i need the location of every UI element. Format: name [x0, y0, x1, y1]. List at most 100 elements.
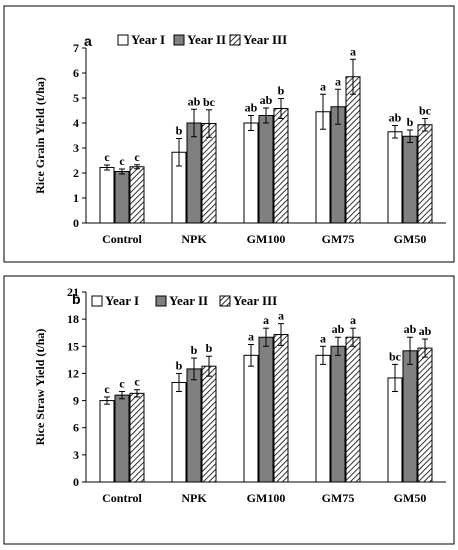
legend-swatch-year-i: [117, 34, 129, 46]
bar-year-i: [315, 354, 331, 483]
significance-label: bc: [203, 95, 216, 109]
y-axis-label: Rice Grain Yield (t/ha): [33, 77, 47, 194]
significance-label: ab: [404, 322, 417, 336]
y-tick-label: 6: [73, 421, 79, 435]
bar-year-ii: [330, 345, 346, 483]
bar-year-iii: [417, 347, 433, 483]
bar-group-npk: bb b: [171, 341, 217, 483]
significance-label: a: [248, 329, 254, 343]
bar-group-gm100: aa a: [243, 309, 289, 483]
legend-label: Year I: [131, 32, 165, 47]
y-tick-label: 7: [73, 41, 79, 55]
legend: Year I Year II Year III: [91, 293, 277, 308]
panel-frame: [3, 5, 455, 263]
x-tick-label: GM100: [247, 232, 286, 246]
significance-label: ab: [260, 93, 273, 107]
bar-year-i: [387, 131, 403, 224]
bar-year-ii: [186, 368, 202, 483]
significance-label: c: [134, 375, 140, 389]
chart-panel-b: 0 3 6 9 12 15 18 21 Rice Straw Yield (t/ha) bc c c C…: [3, 275, 455, 545]
bar-year-iii: [345, 336, 361, 483]
significance-label: a: [263, 313, 269, 327]
y-tick-label: 18: [67, 312, 79, 326]
x-tick-label: NPK: [181, 232, 207, 246]
y-axis-label: Rice Straw Yield (t/ha): [33, 329, 47, 446]
bar-year-ii: [402, 350, 418, 483]
significance-label: bc: [419, 104, 432, 118]
bar-year-ii: [114, 171, 130, 224]
panel-letter: b: [72, 291, 81, 307]
significance-label: ab: [332, 322, 345, 336]
bar-year-iii: [129, 166, 145, 224]
bar-year-i: [243, 122, 259, 224]
significance-label: b: [278, 84, 285, 98]
bar-group-gm50: ab bbc: [387, 104, 433, 224]
y-tick-label: 15: [67, 339, 79, 353]
legend-label: Year II: [187, 32, 226, 47]
y-tick-label: 5: [73, 91, 79, 105]
significance-label: c: [104, 150, 110, 164]
y-tick-label: 0: [73, 216, 79, 230]
bar-year-iii: [345, 76, 361, 224]
legend-label: Year I: [105, 293, 139, 308]
panel-frame: [3, 275, 455, 545]
x-tick-label: GM75: [322, 232, 355, 246]
significance-label: b: [191, 343, 198, 357]
y-tick-label: 3: [73, 448, 79, 462]
significance-label: c: [119, 154, 125, 168]
bar-year-iii: [273, 108, 289, 224]
significance-label: b: [176, 124, 183, 138]
bar-year-ii: [402, 135, 418, 224]
significance-label: bc: [389, 349, 402, 363]
significance-label: a: [350, 44, 356, 58]
bar-year-i: [387, 377, 403, 483]
significance-label: b: [176, 358, 183, 372]
y-tick-label: 21: [67, 285, 79, 299]
bar-year-iii: [201, 365, 217, 483]
legend-swatch-year-iii: [219, 295, 231, 307]
legend-swatch-year-iii: [229, 34, 241, 46]
y-tick-label: 12: [67, 366, 79, 380]
significance-label: a: [278, 309, 284, 323]
legend: Year I Year II Year III: [117, 32, 287, 47]
x-tick-label: NPK: [181, 491, 207, 505]
legend-label: Year III: [243, 32, 287, 47]
bar-year-i: [99, 167, 115, 224]
legend-label: Year II: [169, 293, 208, 308]
y-tick-label: 4: [73, 116, 79, 130]
bar-year-iii: [129, 392, 145, 483]
significance-label: a: [320, 331, 326, 345]
significance-label: a: [350, 313, 356, 327]
significance-label: ab: [188, 94, 201, 108]
significance-label: a: [320, 79, 326, 93]
x-tick-label: Control: [102, 491, 142, 505]
y-tick-label: 6: [73, 66, 79, 80]
y-tick-label: 0: [73, 475, 79, 489]
bar-year-iii: [417, 124, 433, 224]
legend-swatch-year-ii: [155, 295, 167, 307]
significance-label: ab: [419, 324, 432, 338]
bar-group-gm75: a aa: [315, 44, 361, 224]
bar-year-ii: [114, 394, 130, 483]
bar-year-ii: [258, 115, 274, 224]
significance-label: c: [104, 382, 110, 396]
significance-label: b: [407, 115, 414, 129]
legend-swatch-year-ii: [173, 34, 185, 46]
y-tick-label: 2: [73, 166, 79, 180]
bar-year-ii: [186, 122, 202, 224]
y-tick-label: 9: [73, 394, 79, 408]
significance-label: b: [206, 341, 213, 355]
bar-year-i: [99, 400, 115, 483]
significance-label: ab: [389, 111, 402, 125]
bar-year-iii: [273, 334, 289, 483]
x-tick-label: GM50: [394, 491, 427, 505]
legend-swatch-year-i: [91, 295, 103, 307]
bar-year-ii: [258, 336, 274, 483]
